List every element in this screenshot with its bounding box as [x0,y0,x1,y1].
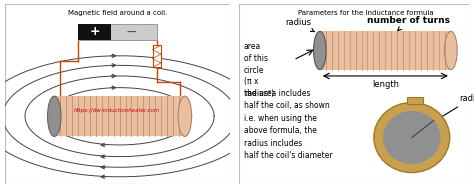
Text: radius: radius [430,94,474,124]
Text: −: − [126,25,137,39]
Ellipse shape [47,96,61,136]
Bar [320,31,451,70]
Bar [55,96,185,136]
Circle shape [374,102,450,173]
Text: length: length [372,80,399,89]
Bar [78,24,157,40]
Bar [407,97,423,104]
Text: the area includes
half the coil, as shown
i.e. when using the
above formula, the: the area includes half the coil, as show… [244,89,333,160]
Text: number of turns: number of turns [367,16,450,30]
Bar [78,24,111,40]
Bar [153,45,161,67]
Text: area
of this
circle
(π x
radius²): area of this circle (π x radius²) [244,42,274,98]
Circle shape [383,111,440,164]
Ellipse shape [313,31,326,70]
Text: Parameters for the inductance formula: Parameters for the inductance formula [298,10,434,16]
Ellipse shape [178,96,191,136]
Ellipse shape [445,31,457,70]
Text: +: + [89,25,100,38]
Text: radius: radius [285,18,314,32]
Text: https://dw-inductionheater.com: https://dw-inductionheater.com [74,108,160,114]
Text: Magnetic field around a coil.: Magnetic field around a coil. [68,10,167,16]
